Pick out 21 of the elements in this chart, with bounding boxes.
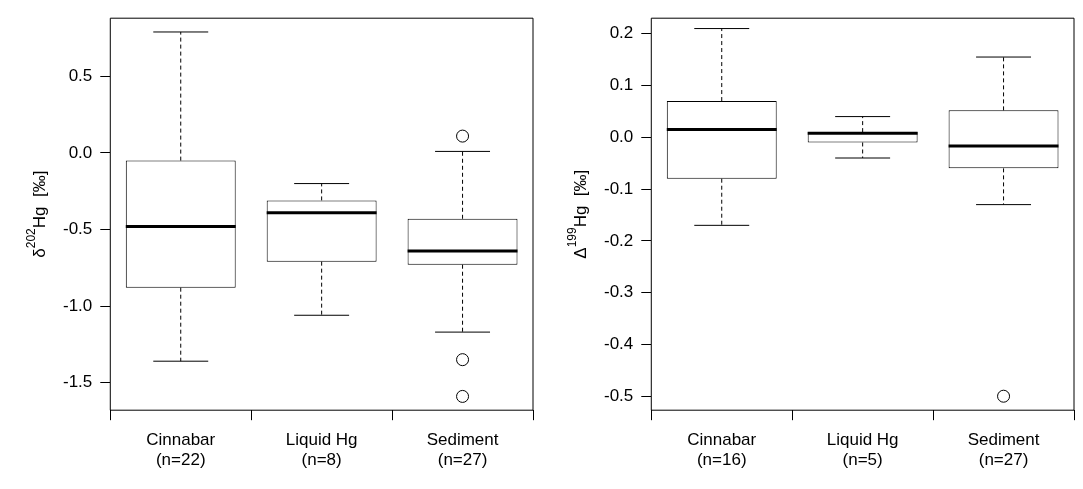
x-tick-label: Liquid Hg (n=5)	[826, 430, 899, 470]
y-tick-label: 0.0	[68, 142, 93, 162]
x-tick-label: Sediment (n=27)	[967, 430, 1040, 470]
y-tick-label: -1.5	[63, 372, 93, 392]
x-tick-label: Cinnabar (n=22)	[146, 430, 216, 470]
x-tick-label: Cinnabar (n=16)	[687, 430, 757, 470]
y-tick-label: -0.2	[604, 230, 634, 250]
y-tick-label: 0.1	[609, 75, 634, 95]
y-tick-label: -0.1	[604, 178, 634, 198]
x-tick-label: Sediment (n=27)	[426, 430, 499, 470]
y-tick-label: -0.3	[604, 282, 634, 302]
y-tick-label: -0.5	[604, 385, 634, 405]
y-tick-label: -0.4	[604, 334, 634, 354]
y-tick-label: -1.0	[63, 295, 93, 315]
x-tick-label: Liquid Hg (n=8)	[285, 430, 358, 470]
y-axis-title: Δ199Hg [‰]	[565, 169, 590, 259]
y-tick-label: 0.5	[68, 66, 93, 86]
y-tick-label: -0.5	[63, 219, 93, 239]
y-axis-title: δ202Hg [‰]	[24, 170, 49, 258]
y-tick-label: 0.0	[609, 126, 634, 146]
y-tick-label: 0.2	[609, 23, 634, 43]
